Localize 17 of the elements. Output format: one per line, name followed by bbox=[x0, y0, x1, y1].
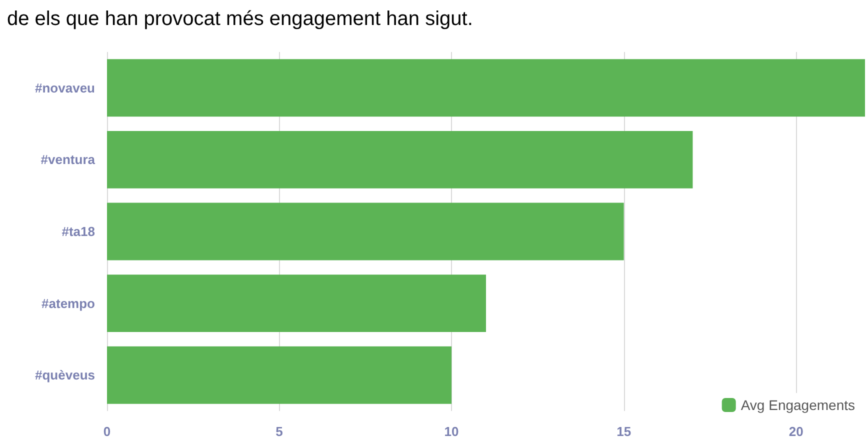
y-tick-label: #ventura bbox=[40, 152, 96, 168]
bar bbox=[107, 346, 452, 404]
x-tick-label: 20 bbox=[788, 424, 804, 439]
bar bbox=[107, 130, 693, 188]
legend-label: Avg Engagements bbox=[740, 397, 856, 413]
bar bbox=[107, 202, 624, 260]
y-tick-label: #atempo bbox=[42, 296, 96, 311]
x-tick-label: 15 bbox=[616, 424, 632, 439]
bar bbox=[107, 274, 486, 332]
x-tick-label: 5 bbox=[276, 424, 283, 439]
y-tick-label: #quèveus bbox=[35, 368, 95, 383]
y-tick-label: #novaveu bbox=[35, 80, 96, 96]
chart-title: de els que han provocat més engagement han sigut. bbox=[7, 8, 473, 30]
x-tick-label: 0 bbox=[103, 424, 111, 439]
y-tick-label: #ta18 bbox=[62, 224, 95, 239]
bar bbox=[107, 59, 865, 117]
x-tick-label: 10 bbox=[444, 424, 459, 439]
